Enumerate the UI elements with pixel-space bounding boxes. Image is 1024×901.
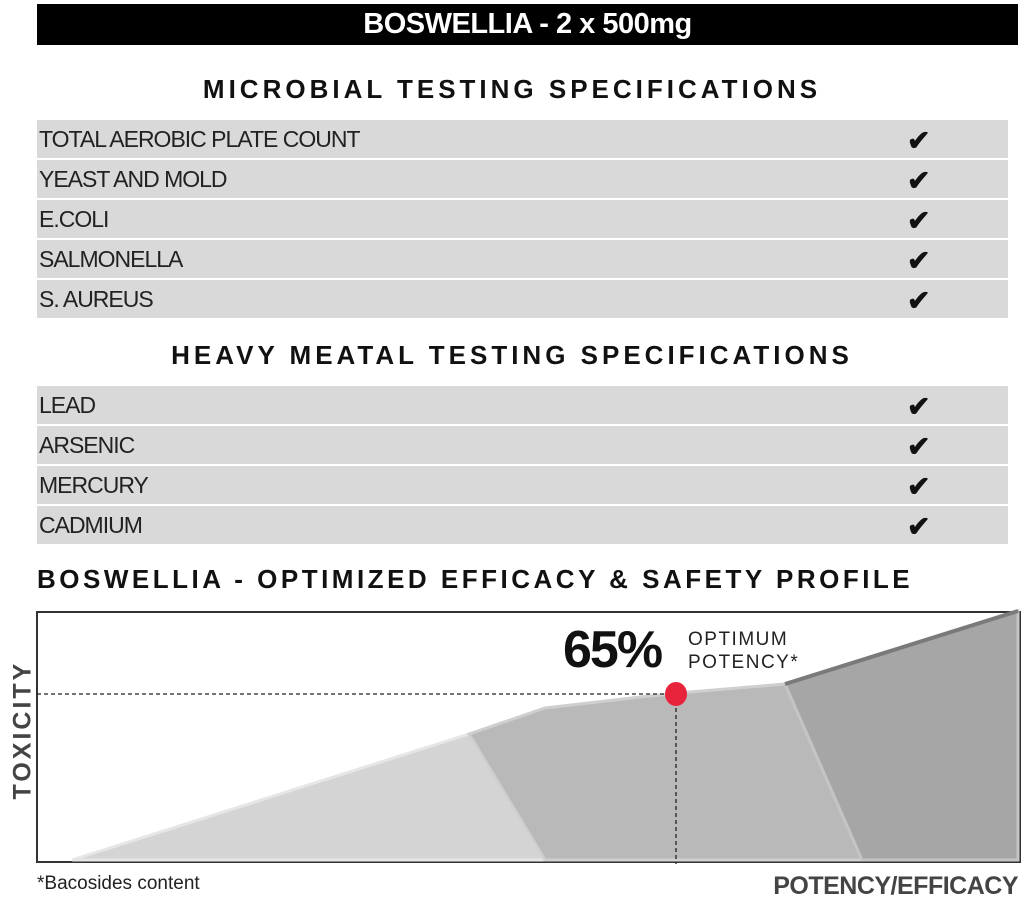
check-icon: ✔ [907, 205, 931, 236]
optimum-caption: OPTIMUM POTENCY* [688, 628, 799, 674]
optimum-marker [665, 682, 687, 706]
test-name: E.COLI [39, 205, 109, 232]
check-icon: ✔ [907, 245, 931, 276]
test-name: YEAST AND MOLD [39, 165, 228, 192]
heavy-metal-row: LEAD ✔ [37, 386, 1008, 424]
test-name: TOTAL AEROBIC PLATE COUNT [39, 125, 361, 152]
footnote: *Bacosides content [37, 873, 200, 894]
check-icon: ✔ [907, 165, 931, 196]
check-icon: ✔ [907, 431, 931, 462]
heavy-metal-row: ARSENIC ✔ [37, 426, 1008, 464]
high-zone-edge [784, 609, 1019, 686]
microbial-row: SALMONELLA ✔ [37, 240, 1008, 278]
heavy-metal-section-title: HEAVY MEATAL TESTING SPECIFICATIONS [171, 340, 853, 370]
microbial-row: TOTAL AEROBIC PLATE COUNT ✔ [37, 120, 1008, 158]
check-icon: ✔ [907, 391, 931, 422]
check-icon: ✔ [907, 511, 931, 542]
check-icon: ✔ [907, 285, 931, 316]
product-title-bar: BOSWELLIA - 2 x 500mg [37, 4, 1018, 45]
test-name: SALMONELLA [39, 245, 183, 272]
test-name: CADMIUM [39, 511, 143, 538]
product-title: BOSWELLIA - 2 x 500mg [363, 8, 692, 40]
test-name: ARSENIC [39, 431, 135, 458]
check-icon: ✔ [907, 471, 931, 502]
test-name: S. AUREUS [39, 285, 154, 312]
heavy-metal-row: CADMIUM ✔ [37, 506, 1008, 544]
microbial-row: S. AUREUS ✔ [37, 280, 1008, 318]
check-icon: ✔ [907, 125, 931, 156]
optimum-caption-line1: OPTIMUM [688, 629, 789, 650]
mid-zone [466, 682, 865, 862]
microbial-row: E.COLI ✔ [37, 200, 1008, 238]
optimum-caption-line2: POTENCY* [688, 652, 800, 673]
heavy-metal-row: MERCURY ✔ [37, 466, 1008, 504]
test-name: MERCURY [39, 471, 149, 498]
microbial-section-title: MICROBIAL TESTING SPECIFICATIONS [202, 74, 822, 104]
y-axis-label: TOXICITY [8, 660, 37, 800]
x-axis-label: POTENCY/EFFICACY [773, 872, 1018, 900]
microbial-row: YEAST AND MOLD ✔ [37, 160, 1008, 198]
optimum-value: 65% [563, 621, 663, 679]
test-name: LEAD [39, 391, 96, 418]
profile-title: BOSWELLIA - OPTIMIZED EFFICACY & SAFETY … [37, 564, 914, 594]
